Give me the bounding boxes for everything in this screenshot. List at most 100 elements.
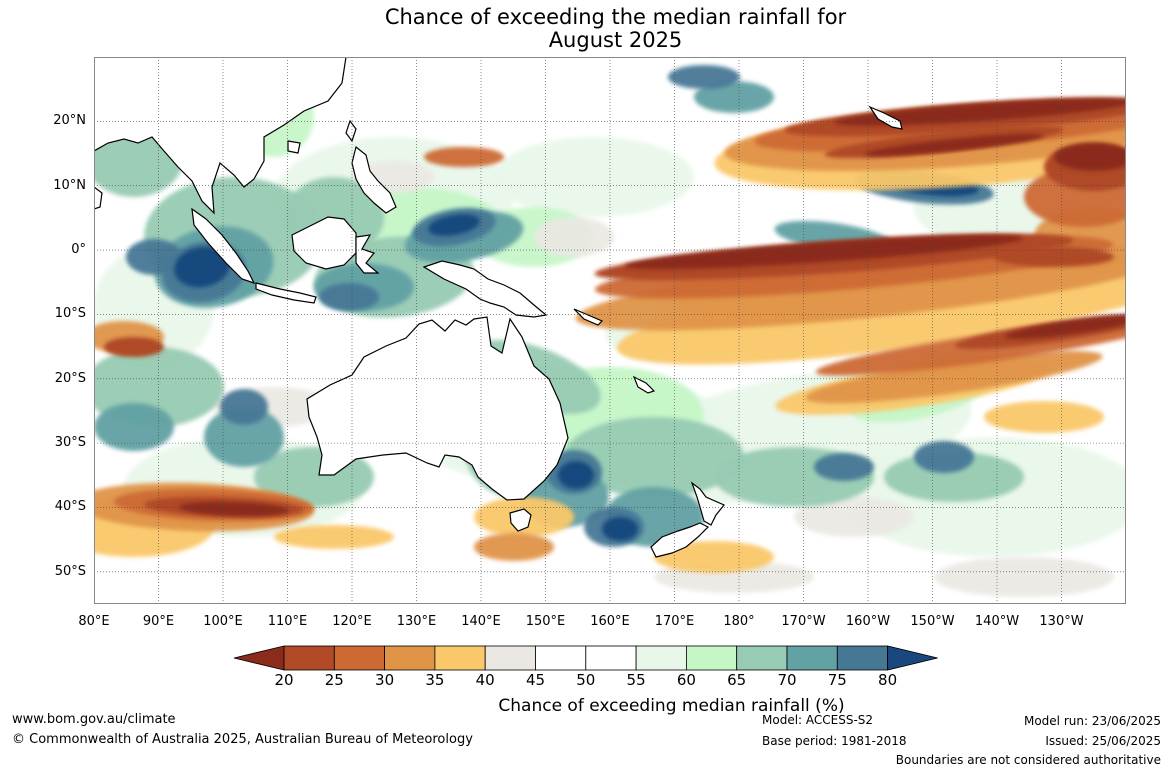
probability-region [668,65,740,89]
longitude-label: 110°E [267,614,308,629]
colorbar-tick-label: 60 [676,671,696,689]
colorbar-tick-label: 80 [878,671,898,689]
colorbar-segment [484,645,536,671]
probability-region [834,98,1126,126]
probability-region [319,283,379,311]
model-name: Model: ACCESS-S2 [762,713,874,727]
sulawesi-coastline [355,234,380,274]
copyright-text: © Commonwealth of Australia 2025, Austra… [12,732,473,747]
colorbar-below-20-extension [233,645,285,671]
probability-region [624,234,1024,270]
probability-region [220,389,268,425]
probability-region [694,81,774,113]
latitude-label: 50°S [54,563,86,579]
longitude-label: 90°E [142,614,175,629]
probability-region [428,214,480,236]
map-canvas [94,57,1126,604]
map-title-line-1: Chance of exceeding the median rainfall … [384,5,847,29]
issued-date: Issued: 25/06/2025 [1045,734,1161,748]
map-title-line-2: August 2025 [548,28,683,52]
colorbar-tick-label: 30 [375,671,395,689]
hawaii-coastline [868,105,903,130]
probability-region [204,407,284,467]
longitude-label: 130°W [1039,614,1084,629]
probability-region [602,517,638,541]
new-zealand-south-island [650,522,710,558]
longitude-label: 100°E [203,614,243,629]
probability-region [1054,143,1126,171]
longitude-label: 160°E [590,614,630,629]
colorbar-above-80-extension [887,645,938,671]
colorbar-tick-label: 40 [475,671,495,689]
probability-region [494,137,694,217]
latitude-label: 0° [71,242,86,258]
longitude-label: 80°E [78,614,110,629]
java-coastline [255,282,317,304]
latitude-label: 10°S [54,306,86,322]
probability-region [474,533,554,561]
rainfall-probability-map [94,57,1126,604]
colorbar-tick-label: 65 [727,671,747,689]
new-zealand-north-island [690,481,725,526]
longitude-label: 170°E [654,614,695,629]
colorbar-segment [635,645,687,671]
probability-region [1004,315,1126,339]
longitude-label: 150°E [525,614,566,629]
model-run-date: Model run: 23/06/2025 [1023,714,1161,728]
website-link[interactable]: www.bom.gov.au/climate [12,712,176,727]
probability-region [794,497,914,537]
coastlines [94,57,903,558]
colorbar-tick-label: 45 [525,671,546,689]
colorbar [233,645,938,671]
probability-region [558,461,594,489]
colorbar-tick-label: 25 [324,671,344,689]
graticule [94,57,1126,604]
probability-region [174,246,230,288]
probability-region [126,239,182,275]
colorbar-segment [685,645,738,671]
colorbar-segment [585,645,637,671]
longitude-label: 140°E [461,614,501,629]
probability-region [179,501,289,517]
probability-region [424,147,504,167]
colorbar-segment [736,645,788,671]
colorbar-tick-label: 20 [274,671,294,689]
base-period: Base period: 1981-2018 [762,734,907,748]
colorbar-tick-label: 75 [827,671,847,689]
probability-region [654,541,774,573]
colorbar-tick-label: 55 [626,671,646,689]
colorbar-segment [384,645,436,671]
probability-region [94,403,174,451]
probability-region [914,441,974,473]
longitude-label: 170°W [781,614,826,629]
colorbar-segment [786,645,838,671]
probability-region [104,337,164,357]
latitude-label: 10°N [53,177,86,193]
probability-region [934,557,1114,597]
latitude-label: 30°S [54,435,86,451]
probability-region [274,525,394,549]
longitude-label: 160°W [845,614,891,629]
latitude-label: 40°S [54,499,86,515]
colorbar-tick-label: 35 [425,671,445,689]
philippines-coastline [351,145,397,214]
longitude-label: 130°E [396,614,437,629]
probability-region [994,247,1114,267]
probability-region [984,401,1104,433]
latitude-label: 20°S [54,370,86,386]
tasmania-coastline [509,508,532,532]
colorbar-label: Chance of exceeding median rainfall (%) [0,696,1173,716]
longitude-label: 180° [723,614,755,629]
longitude-label: 120°E [332,614,372,629]
colorbar-segment [283,645,335,671]
probability-region [534,217,614,257]
colorbar-segment [836,645,888,671]
taiwan-coastline [345,119,357,143]
colorbar-tick-label: 70 [777,671,797,689]
probability-region [864,133,1044,157]
longitude-label: 140°W [974,614,1020,629]
colorbar-segment [535,645,587,671]
boundaries-disclaimer: Boundaries are not considered authoritat… [895,753,1161,767]
new-guinea-coastline [422,260,548,318]
latitude-label: 20°N [53,113,86,129]
